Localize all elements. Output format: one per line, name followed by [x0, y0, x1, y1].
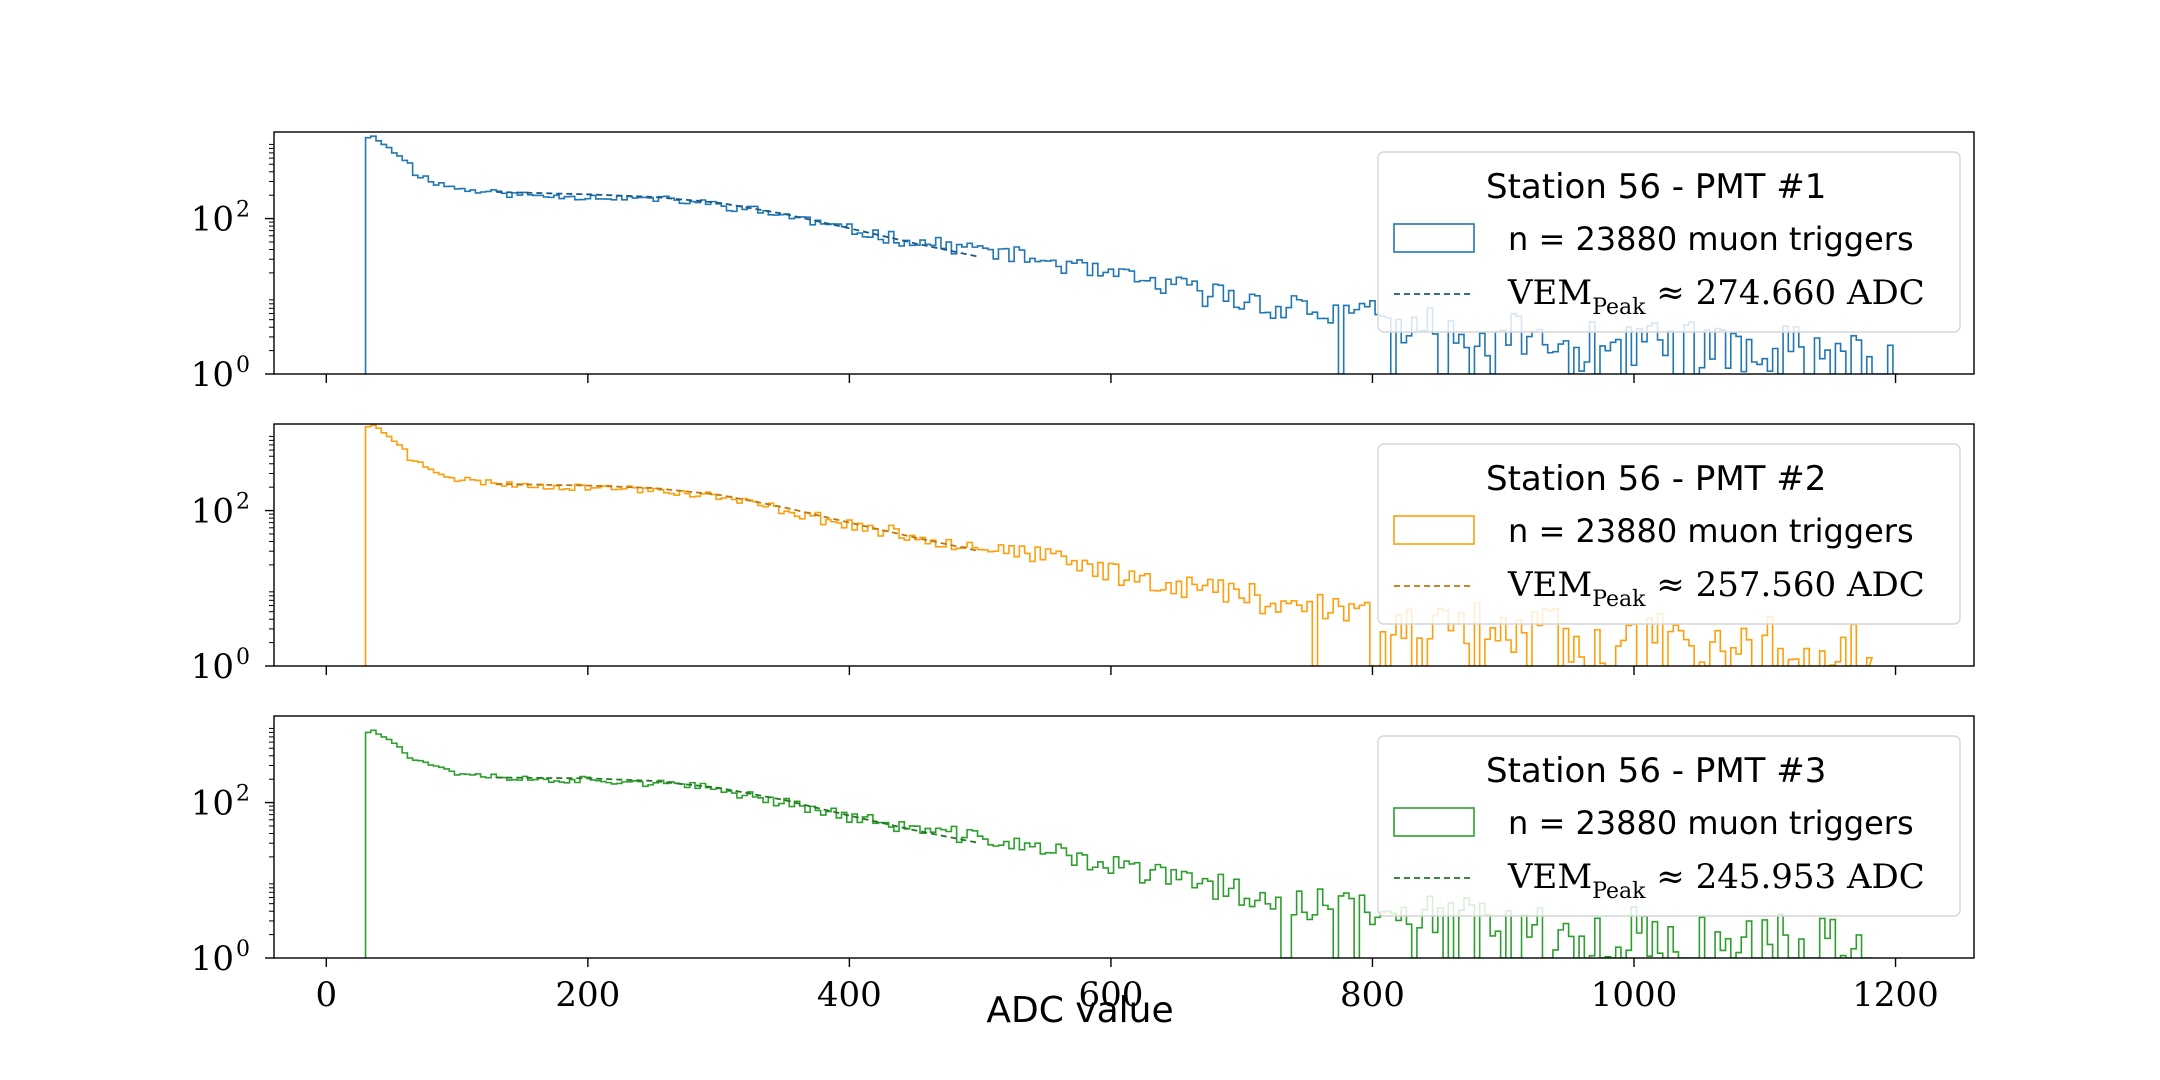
- x-tick-label: 400: [817, 975, 882, 1015]
- histogram-series: [364, 424, 1874, 666]
- legend-hist-label: n = 23880 muon triggers: [1508, 512, 1914, 550]
- x-tick-label: 200: [555, 975, 620, 1015]
- y-tick-exponent: 2: [236, 782, 250, 807]
- y-tick-label: 10: [191, 784, 234, 824]
- axes-frame: [273, 715, 1975, 959]
- y-tick-exponent: 0: [236, 353, 250, 378]
- legend-hist-swatch: [1393, 515, 1475, 545]
- legend-fit-label: VEMPeak ≈ 257.560 ADC: [1507, 565, 1925, 612]
- y-tick-label: 10: [191, 647, 234, 687]
- y-tick-label: 10: [191, 355, 234, 395]
- axes-frame: [273, 131, 1975, 375]
- legend-title: Station 56 - PMT #1: [1486, 167, 1826, 207]
- legend-box: [1377, 151, 1961, 333]
- legend-hist-label: n = 23880 muon triggers: [1508, 220, 1914, 258]
- y-tick-label: 10: [191, 492, 234, 532]
- legend-fit-label: VEMPeak ≈ 245.953 ADC: [1507, 857, 1925, 904]
- x-tick-label: 600: [1078, 975, 1143, 1015]
- y-tick-exponent: 2: [236, 490, 250, 515]
- x-tick-label: 800: [1340, 975, 1405, 1015]
- x-tick-label: 1200: [1852, 975, 1939, 1015]
- fit-curve: [496, 776, 978, 844]
- x-axis-label: ADC value: [986, 990, 1173, 1031]
- y-tick-label: 10: [191, 200, 234, 240]
- legend-box: [1377, 443, 1961, 625]
- legend-fit-label: VEMPeak ≈ 274.660 ADC: [1507, 273, 1925, 320]
- axes-frame: [273, 423, 1975, 667]
- histogram-series: [364, 729, 1872, 958]
- y-tick-label: 10: [191, 939, 234, 979]
- legend-hist-swatch: [1393, 807, 1475, 837]
- fit-curve: [496, 483, 978, 552]
- x-tick-label: 1000: [1591, 975, 1678, 1015]
- legend-box: [1377, 735, 1961, 917]
- x-tick-label: 0: [315, 975, 337, 1015]
- fit-curve: [496, 191, 978, 258]
- y-tick-exponent: 2: [236, 198, 250, 223]
- legend-hist-swatch: [1393, 223, 1475, 253]
- y-tick-exponent: 0: [236, 645, 250, 670]
- legend-title: Station 56 - PMT #2: [1486, 459, 1826, 499]
- legend-title: Station 56 - PMT #3: [1486, 751, 1826, 791]
- y-tick-exponent: 0: [236, 937, 250, 962]
- legend-hist-label: n = 23880 muon triggers: [1508, 804, 1914, 842]
